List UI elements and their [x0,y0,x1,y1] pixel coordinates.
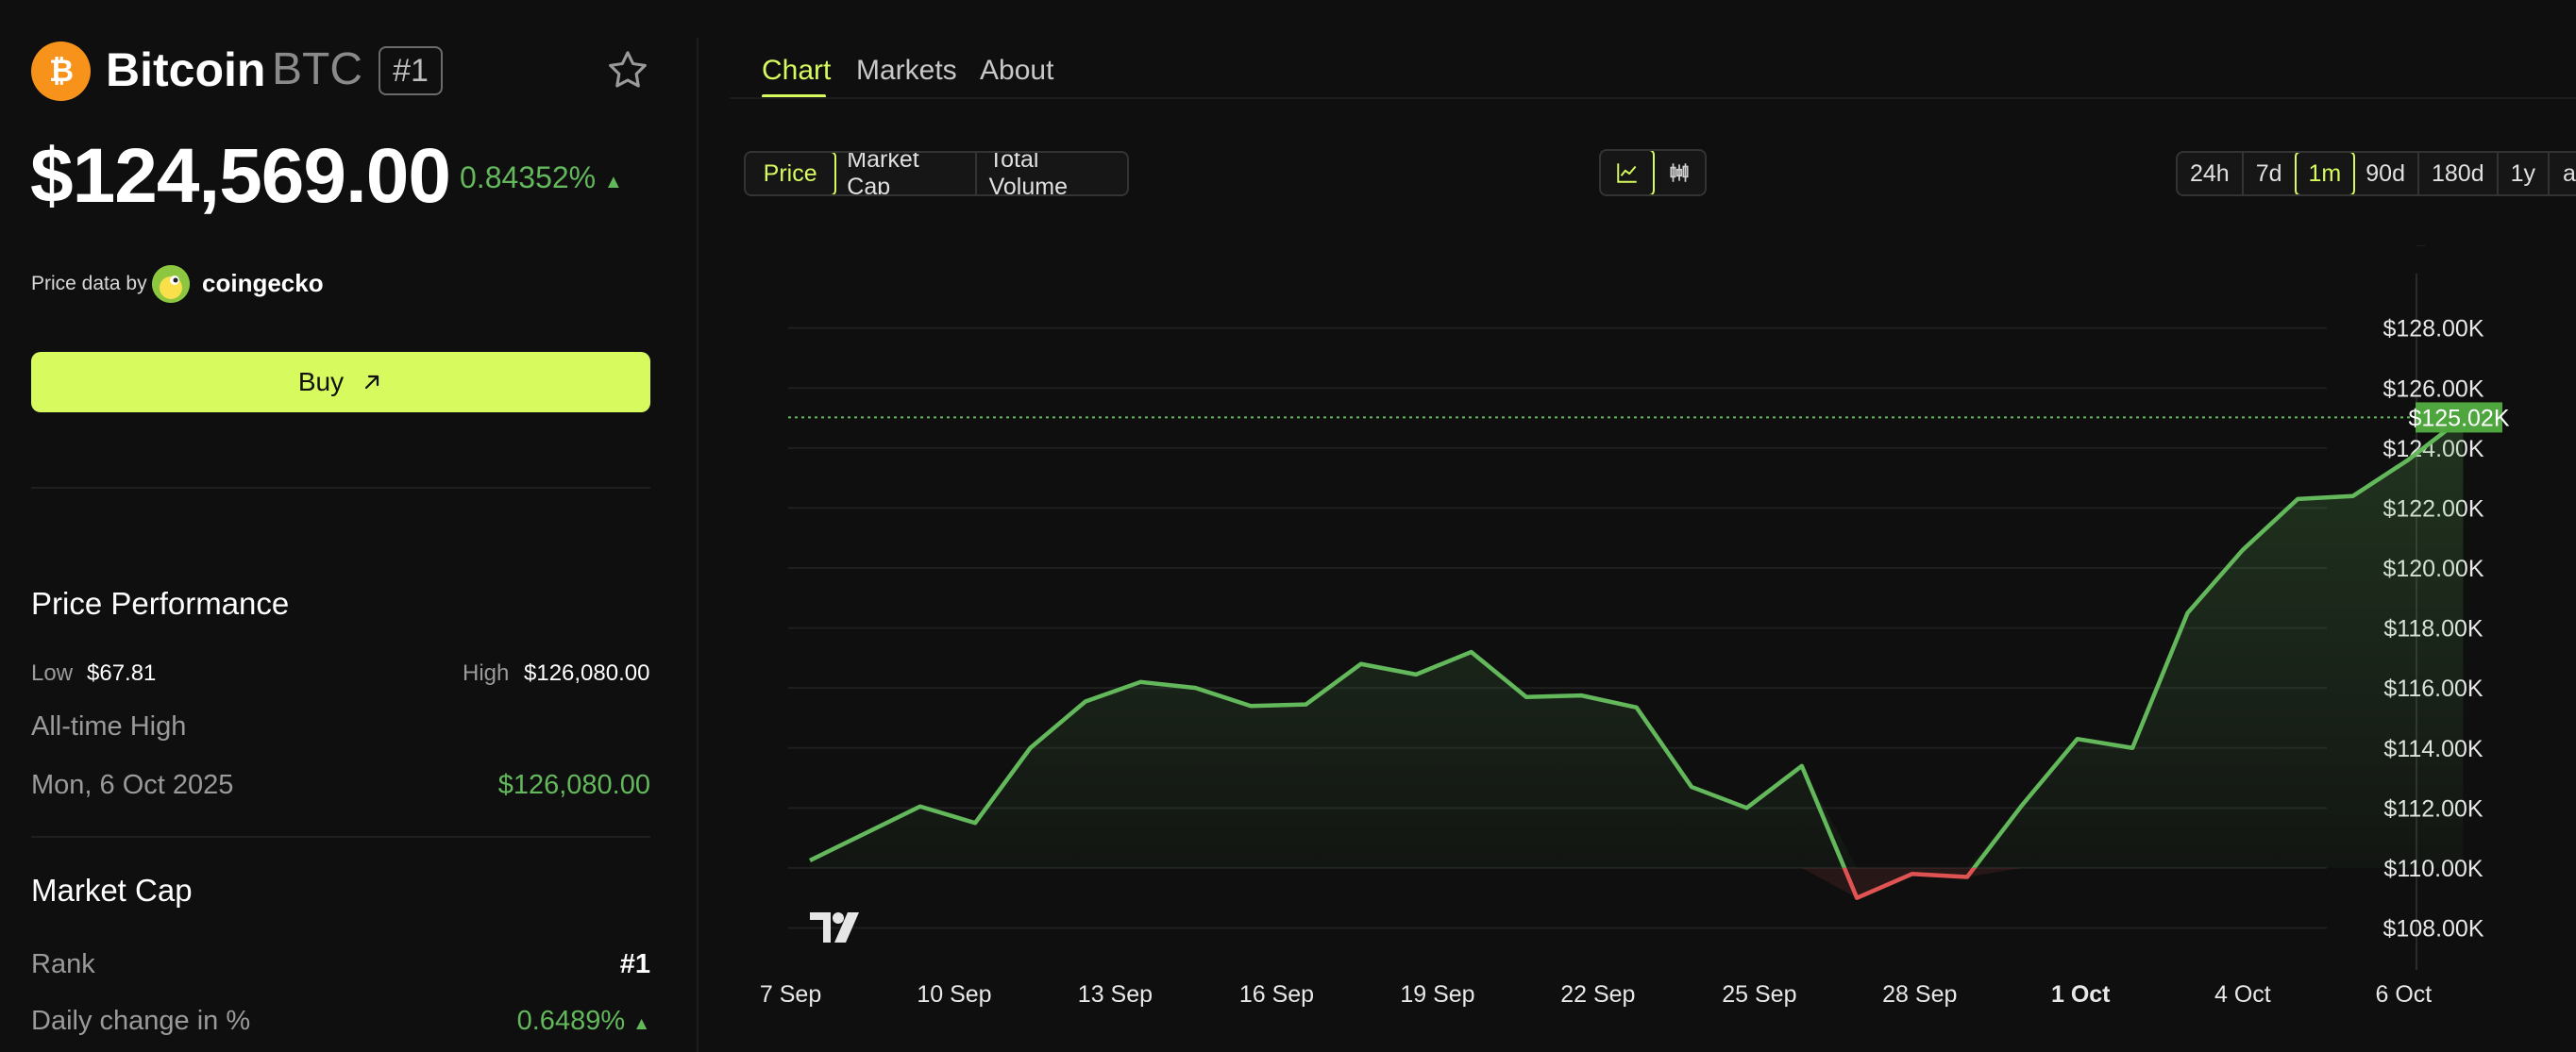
current-price-label: $125.02K [2408,405,2509,431]
star-icon[interactable] [604,47,651,94]
coin-name: Bitcoin [106,43,266,96]
high-value: $126,080.00 [524,660,650,686]
x-tick-label: 7 Sep [760,981,821,1008]
x-tick-label: 10 Sep [917,981,991,1008]
current-price-badge [2416,402,2502,433]
divider [31,487,650,489]
daily-change-label: Daily change in % [31,1006,251,1036]
price-area-fill [810,417,2464,868]
low-value: $67.81 [87,660,157,686]
rank-label: Rank [31,949,95,979]
price-performance-title: Price Performance [31,586,290,621]
price-source-provider[interactable]: coingecko [202,269,324,297]
price-chart[interactable]: $128.00K$126.00K$124.00K$122.00K$120.00K… [699,245,2576,1052]
tradingview-logo-icon[interactable] [810,912,859,943]
range-24h-button[interactable]: 24h [2178,153,2244,194]
tabs-divider [730,97,2576,99]
candlestick-icon[interactable] [1653,151,1705,194]
range-1y-button[interactable]: 1y [2499,153,2551,194]
line-chart-icon[interactable] [1601,151,1655,194]
high-label: High [463,660,510,686]
price-source-label: Price data by [31,273,147,294]
x-tick-label: 28 Sep [1882,981,1957,1008]
coin-symbol: BTC [272,44,362,94]
y-tick-label: $108.00K [2382,915,2483,942]
chart-panel: Chart Markets About Price Market Cap Tot… [699,0,2576,1052]
svg-text:₿: ₿ [48,54,73,88]
arrow-up-right-icon [365,375,379,390]
range-7d-button[interactable]: 7d [2244,153,2297,194]
rank-badge: #1 [379,46,443,95]
x-tick-label: 1 Oct [2051,981,2111,1008]
market-cap-title: Market Cap [31,873,193,908]
current-price-marker: $125.02K [788,402,2510,433]
tab-markets[interactable]: Markets [856,55,957,86]
price-change: 0.84352% ▲ [460,159,623,201]
x-tick-label: 6 Oct [2375,981,2432,1008]
daily-change-value: 0.6489% ▲ [517,1004,650,1042]
current-price: $124,569.00 [30,133,451,219]
range-180d-button[interactable]: 180d [2419,153,2499,194]
low-label: Low [31,660,74,686]
tab-chart[interactable]: Chart [762,55,832,86]
y-tick-label: $128.00K [2382,316,2483,342]
rank-value: #1 [619,949,650,979]
up-arrow-icon: ▲ [604,172,623,192]
price-change-value: 0.84352% [460,160,597,194]
price-line-up [809,415,2465,868]
coingecko-logo-icon [152,265,190,303]
range-90d-button[interactable]: 90d [2353,153,2419,194]
x-tick-label: 25 Sep [1722,981,1796,1008]
coin-sidebar: ₿ Bitcoin BTC #1 $124,569.00 0.84352% ▲ … [0,0,699,1052]
all-time-high-label: All-time High [31,711,187,742]
y-tick-label: $126.00K [2382,376,2483,402]
price-series [809,415,2465,900]
x-tick-label: 13 Sep [1078,981,1153,1008]
active-tab-indicator [762,94,826,98]
all-time-high-value: $126,080.00 [497,770,650,800]
chart-type-selector [1599,149,1707,196]
range-all-button[interactable]: a [2563,159,2576,187]
up-arrow-icon: ▲ [632,1014,650,1034]
buy-button-label: Buy [297,367,345,396]
metric-total-volume-button[interactable]: Total Volume [988,151,1068,196]
tab-about[interactable]: About [980,55,1054,86]
price-area-fill-below [810,867,2464,898]
bitcoin-logo-icon: ₿ [31,42,91,101]
metric-market-cap-button[interactable]: Market Cap [834,153,977,194]
x-tick-label: 16 Sep [1239,981,1314,1008]
metric-selector: Price Market Cap Total Volume [744,151,1129,196]
range-1m-button[interactable]: 1m [2294,153,2356,194]
x-tick-label: 4 Oct [2214,981,2271,1008]
x-tick-label: 22 Sep [1560,981,1635,1008]
x-axis: 7 Sep 10 Sep 13 Sep 16 Sep 19 Sep 22 Sep 25 Se… [760,981,2432,1008]
panel-divider [697,38,699,1052]
metric-price-button[interactable]: Price [746,153,837,194]
all-time-high-date: Mon, 6 Oct 2025 [31,770,234,800]
time-range-selector: 24h 7d 1m 90d 180d 1y a [2176,151,2576,196]
x-tick-label: 19 Sep [1400,981,1474,1008]
buy-button[interactable]: Buy [31,352,650,412]
divider [31,836,650,838]
daily-change-number: 0.6489% [516,1006,626,1036]
